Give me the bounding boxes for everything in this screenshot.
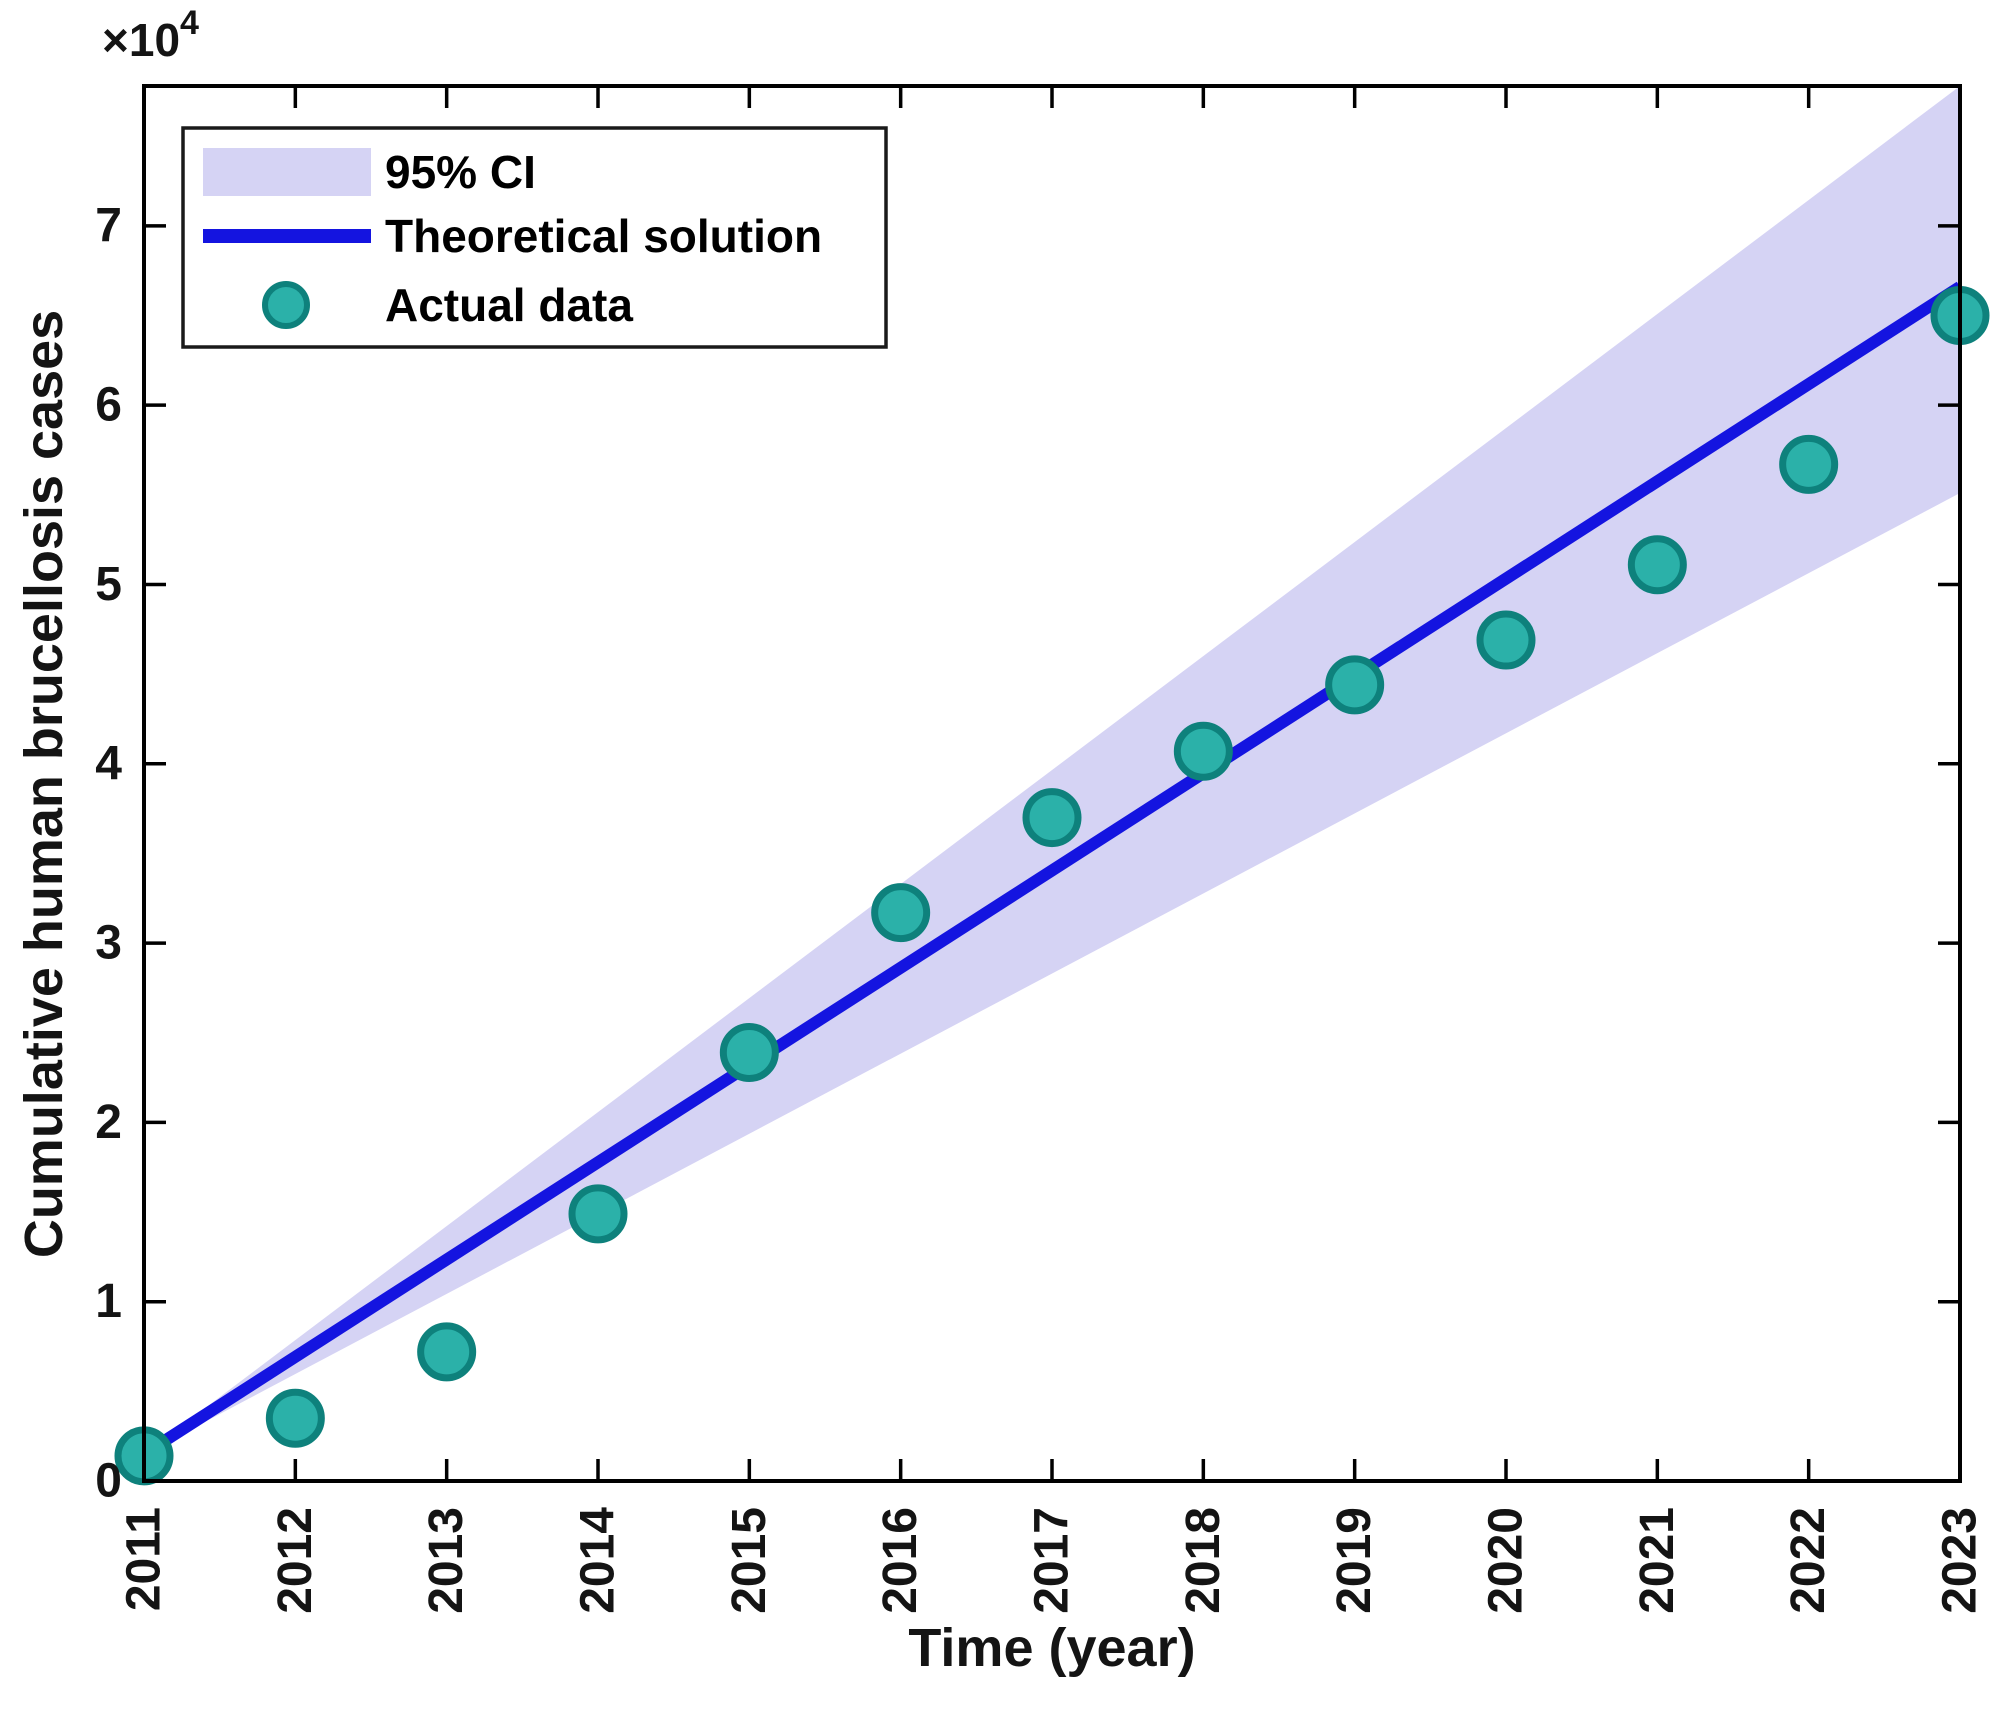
legend-label-ci: 95% CI: [385, 146, 536, 198]
legend-label-theoretical: Theoretical solution: [385, 210, 822, 262]
x-tick-label-2019: 2019: [1328, 1507, 1381, 1614]
data-point-2012: [265, 1388, 325, 1448]
exponent-superscript: 4: [180, 4, 199, 42]
y-tick-labels-group: 0 1 2 3 4 5 6 7: [95, 199, 122, 1507]
legend-marker-swatch: [262, 281, 310, 329]
y-tick-label-3: 3: [95, 917, 122, 970]
x-tick-label-2022: 2022: [1782, 1507, 1835, 1614]
exponent-base: ×10: [102, 14, 180, 66]
data-point-2014: [568, 1184, 628, 1244]
x-tick-label-2011: 2011: [118, 1507, 171, 1611]
y-tick-label-5: 5: [95, 558, 122, 611]
legend-label-actual: Actual data: [385, 279, 633, 331]
y-tick-label-7: 7: [95, 199, 122, 252]
x-tick-label-2020: 2020: [1480, 1507, 1533, 1614]
y-tick-label-6: 6: [95, 379, 122, 432]
theoretical-solution-line: [140, 281, 1964, 1460]
x-tick-label-2013: 2013: [420, 1507, 473, 1614]
x-tick-label-2012: 2012: [269, 1507, 322, 1614]
data-point-2020: [1476, 610, 1536, 670]
data-point-2021: [1627, 535, 1687, 595]
ci-band-group: [144, 86, 1960, 1455]
data-point-2022: [1779, 434, 1839, 494]
x-tick-label-2021: 2021: [1631, 1507, 1684, 1614]
y-tick-label-2: 2: [95, 1096, 122, 1149]
legend-ci-swatch: [203, 148, 371, 196]
y-axis-exponent: ×104: [102, 4, 199, 66]
data-point-2017: [1022, 788, 1082, 848]
data-point-2015: [719, 1022, 779, 1082]
y-tick-label-0: 0: [95, 1455, 122, 1508]
x-tick-label-2015: 2015: [723, 1507, 776, 1614]
x-tick-label-2017: 2017: [1026, 1507, 1079, 1614]
legend: 95% CI Theoretical solution Actual data: [181, 126, 888, 349]
theoretical-line-group: [140, 281, 1964, 1460]
data-point-2016: [871, 883, 931, 943]
data-point-2013: [417, 1322, 477, 1382]
data-point-2018: [1173, 721, 1233, 781]
y-tick-label-4: 4: [95, 737, 122, 790]
x-tick-label-2014: 2014: [572, 1507, 625, 1614]
x-tick-label-2018: 2018: [1177, 1507, 1230, 1614]
x-tick-labels-group: 2011 2012 2013 2014 2015 2016 2017 2018 2019 2020…: [118, 1507, 1987, 1614]
axes-box: [142, 84, 1962, 1483]
y-tick-label-1: 1: [95, 1275, 122, 1328]
x-tick-label-2016: 2016: [874, 1507, 927, 1614]
ci-band: [144, 86, 1960, 1455]
x-axis-label: Time (year): [908, 1618, 1195, 1678]
x-tick-label-2023: 2023: [1934, 1507, 1987, 1614]
data-point-2019: [1325, 655, 1385, 715]
y-axis-label: Cumulative human brucellosis cases: [14, 310, 74, 1258]
